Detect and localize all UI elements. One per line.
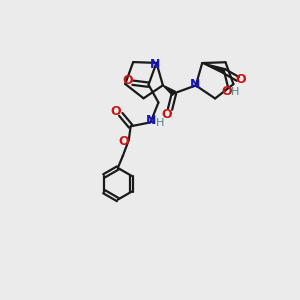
Text: O: O <box>118 135 129 148</box>
Text: N: N <box>146 114 157 127</box>
Text: O: O <box>122 74 133 87</box>
Text: H: H <box>156 118 165 128</box>
Text: O: O <box>222 85 232 98</box>
Text: N: N <box>150 58 161 71</box>
Polygon shape <box>163 85 175 95</box>
Text: O: O <box>110 105 121 118</box>
Text: O: O <box>236 74 246 86</box>
Text: O: O <box>162 108 172 121</box>
Polygon shape <box>202 63 225 73</box>
Text: N: N <box>190 78 200 91</box>
Text: H: H <box>231 87 239 97</box>
